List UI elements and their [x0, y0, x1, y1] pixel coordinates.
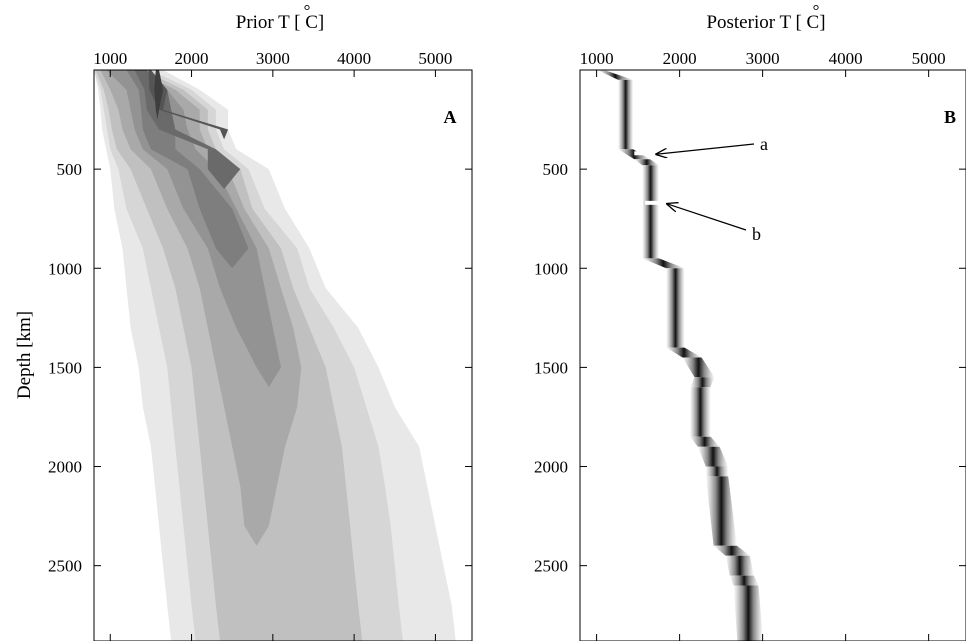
- panel-a-x-axis-title: Prior T [ C]: [236, 12, 325, 33]
- profile-segment: [597, 70, 634, 80]
- panel-b-annotations: ab: [634, 134, 768, 244]
- annotation-arrow-b: [667, 204, 747, 231]
- contour-band-level-5: [106, 70, 281, 388]
- panel-b-y-tick-label: 2500: [534, 557, 568, 576]
- panel-a-contours: [94, 70, 456, 641]
- panel-a-x-tick-label: 3000: [256, 49, 290, 68]
- profile-segment: [642, 258, 685, 269]
- profile-segment: [666, 347, 702, 358]
- profile-segment: [690, 377, 715, 388]
- panel-b: Posterior T [ C] ° 1000 2000 3000 4000 5000 5…: [534, 1, 966, 641]
- panel-b-x-axis-title: Posterior T [ C]: [706, 12, 825, 33]
- profile-segment: [697, 446, 729, 467]
- panel-a-y-tick-label: 2500: [48, 557, 82, 576]
- annotation-label-b: b: [752, 224, 761, 244]
- annotation-arrow-a: [656, 143, 755, 154]
- panel-a-x-tick-label: 2000: [175, 49, 209, 68]
- profile-segment: [618, 149, 651, 160]
- panel-a-frame: [93, 69, 473, 641]
- panel-b-x-tick-label: 3000: [746, 49, 780, 68]
- profile-segment: [713, 545, 750, 556]
- panel-b-x-tick-label: 1000: [580, 49, 614, 68]
- profile-segment: [733, 585, 763, 641]
- panel-b-y-tick-label: 1500: [534, 358, 568, 377]
- panel-b-x-tick-label: 5000: [912, 49, 946, 68]
- panel-b-y-tick-label: 2000: [534, 458, 568, 477]
- profile-segment: [729, 575, 759, 586]
- profile-segment: [725, 555, 754, 576]
- panel-a-y-tick-label: 1500: [48, 358, 82, 377]
- panel-b-x-tick-label: 4000: [829, 49, 863, 68]
- panel-a-y-tick-label: 1000: [48, 259, 82, 278]
- y-axis-title: Depth [km]: [14, 311, 35, 399]
- annotation-marker-b: [645, 200, 662, 205]
- profile-segment: [666, 268, 685, 348]
- contour-band-level-4: [100, 70, 302, 546]
- panel-a-x-tick-label: 1000: [93, 49, 127, 68]
- panel-a-y-tick-label: 500: [57, 160, 83, 179]
- profile-segment: [634, 159, 659, 166]
- panel-b-y-tick-label: 1000: [534, 259, 568, 278]
- annotation-label-a: a: [760, 134, 768, 154]
- panel-b-letter: B: [944, 107, 956, 127]
- panel-a-x-tick-label: 4000: [337, 49, 371, 68]
- profile-segment: [618, 79, 634, 150]
- panel-b-profile: [597, 70, 763, 641]
- panel-a-degree-symbol: °: [304, 1, 311, 20]
- panel-a: Prior T [ C] ° Depth [km] 1000 2000 3000 40…: [14, 1, 473, 641]
- panel-b-frame: [579, 69, 966, 641]
- profile-segment: [705, 476, 737, 546]
- profile-segment: [690, 436, 720, 447]
- profile-segment: [705, 466, 729, 477]
- panel-a-ticks: 1000 2000 3000 4000 5000 500 1000 1500 2000 2500: [48, 49, 472, 641]
- profile-segment: [642, 165, 659, 259]
- profile-segment: [690, 387, 711, 437]
- panel-b-y-tick-label: 500: [543, 160, 569, 179]
- contour-band-level-9: [154, 70, 164, 120]
- annotation-marker-a: [634, 151, 651, 156]
- panel-a-letter: A: [444, 107, 457, 127]
- panel-b-degree-symbol: °: [813, 1, 820, 20]
- profile-segment: [682, 357, 715, 378]
- panel-a-y-tick-label: 2000: [48, 458, 82, 477]
- panel-b-x-tick-label: 2000: [663, 49, 697, 68]
- panel-a-x-tick-label: 5000: [418, 49, 452, 68]
- panel-b-ticks: 1000 2000 3000 4000 5000 500 1000 1500 2000 2500: [534, 49, 966, 641]
